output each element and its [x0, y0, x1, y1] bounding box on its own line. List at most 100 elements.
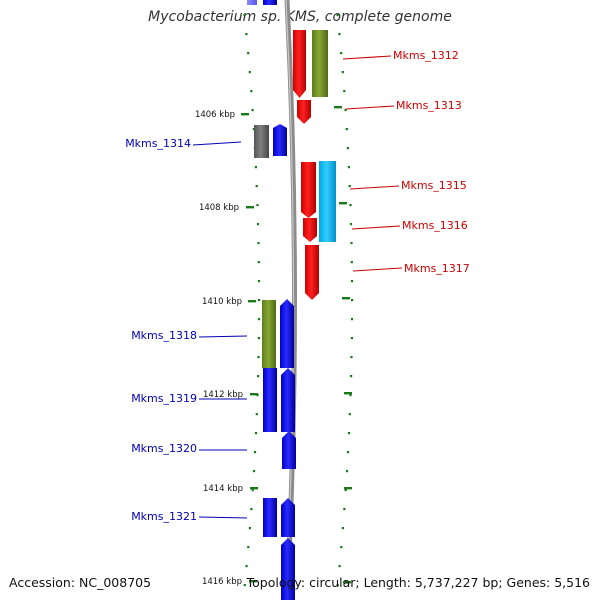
gene-Mkms_1321-blue-right[interactable] [281, 498, 295, 537]
tick-1408-left [246, 206, 254, 209]
tick-1416-right [343, 581, 351, 584]
minor-tick-dot-right [343, 508, 346, 511]
label-Mkms_1317[interactable]: Mkms_1317 [404, 262, 470, 275]
minor-tick-dot-right [349, 394, 352, 397]
tick-1412-right [344, 392, 352, 395]
minor-tick-dot-left [253, 451, 257, 454]
minor-tick-dot-right [350, 375, 353, 378]
leader-Mkms_1315 [349, 185, 400, 190]
genome-summary-text: Topology: circular; Length: 5,737,227 bp… [246, 575, 590, 590]
gene-Mkms_1315-red[interactable] [301, 162, 316, 218]
minor-tick-dot-right [350, 318, 354, 321]
tick-1406-right [334, 106, 342, 109]
scale-label-1410: 1410 kbp [202, 297, 242, 307]
scale-label-1416: 1416 kbp [202, 577, 242, 587]
gene-Mkms_1314-gray[interactable] [254, 125, 269, 158]
gene-partial-bottom-blue[interactable] [281, 538, 295, 600]
gene-Mkms_1312-red[interactable] [293, 30, 306, 98]
minor-tick-dot-right [349, 223, 353, 226]
minor-tick-dot-right [344, 489, 347, 492]
minor-tick-dot-left [245, 565, 248, 568]
gene-Mkms_1312-olive[interactable] [312, 30, 328, 97]
minor-tick-dot-right [345, 128, 348, 131]
accession-text: Accession: NC_008705 [9, 575, 152, 590]
tick-1410-left [248, 300, 256, 303]
minor-tick-dot-right [346, 147, 349, 150]
minor-tick-dot-left [257, 280, 261, 283]
minor-tick-dot-left [245, 33, 248, 36]
minor-tick-dot-left [257, 242, 260, 245]
minor-tick-dot-left [258, 299, 261, 302]
minor-tick-dot-left [251, 109, 254, 112]
minor-tick-dot-left [255, 185, 258, 188]
minor-tick-dot-right [350, 242, 353, 245]
minor-tick-dot-left [256, 204, 259, 207]
gene-Mkms_1316-red[interactable] [303, 218, 317, 242]
minor-tick-dot-right [336, 584, 339, 587]
minor-tick-dot-right [350, 280, 354, 283]
minor-tick-dot-right [345, 470, 349, 473]
scale-label-1412: 1412 kbp [203, 390, 243, 400]
leader-Mkms_1316 [351, 225, 401, 230]
minor-tick-dot-right [346, 451, 350, 454]
minor-tick-dot-left [252, 128, 255, 131]
tick-1408-right [339, 202, 347, 205]
minor-tick-dot-left [257, 356, 260, 359]
minor-tick-dot-right [341, 527, 344, 530]
tick-1414-right [344, 487, 352, 490]
tick-1410-right [342, 297, 350, 300]
leader-Mkms_1312 [342, 55, 392, 60]
minor-tick-dot-right [343, 90, 346, 93]
label-leaders [192, 55, 403, 519]
gene-Mkms_1320-blue[interactable] [282, 431, 296, 469]
gene-partial-top-left[interactable] [247, 0, 257, 5]
label-Mkms_1320[interactable]: Mkms_1320 [131, 442, 197, 455]
minor-tick-dot-right [348, 413, 351, 416]
gene-Mkms_1317-red[interactable] [305, 245, 319, 300]
minor-tick-dot-right [347, 166, 350, 169]
minor-tick-dot-left [254, 432, 258, 435]
scale-labels: 1406 kbp 1408 kbp 1410 kbp 1412 kbp 1414… [195, 110, 243, 587]
minor-tick-dot-left [254, 166, 257, 169]
leader-Mkms_1321 [198, 516, 248, 519]
scale-label-1406: 1406 kbp [195, 110, 235, 120]
tick-1406-left [241, 113, 249, 116]
gene-Mkms_1318-blue[interactable] [280, 299, 294, 368]
minor-tick-dot-left [247, 52, 250, 55]
minor-tick-dot-right [340, 52, 343, 55]
label-Mkms_1313[interactable]: Mkms_1313 [396, 99, 462, 112]
minor-tick-dot-right [350, 356, 353, 359]
minor-tick-dot-right [348, 185, 351, 188]
minor-tick-dot-left [257, 261, 260, 264]
minor-tick-dot-right [350, 337, 353, 340]
minor-tick-dot-right [344, 109, 347, 112]
minor-tick-dot-right [341, 71, 344, 74]
gene-Mkms_1316-cyan[interactable] [319, 161, 336, 242]
gene-partial-top-right[interactable] [263, 0, 277, 5]
gene-Mkms_1313-red[interactable] [297, 100, 311, 124]
gene-Mkms_1319-blue-right[interactable] [281, 368, 295, 432]
minor-tick-dot-right [338, 565, 341, 568]
gene-Mkms_1321-blue[interactable] [263, 498, 277, 537]
gene-Mkms_1318-olive[interactable] [262, 300, 276, 368]
minor-tick-dot-left [257, 375, 260, 378]
tick-1416-left [249, 580, 257, 583]
gene-Mkms_1319-blue[interactable] [263, 368, 277, 432]
label-Mkms_1314[interactable]: Mkms_1314 [125, 137, 191, 150]
minor-tick-dot-left [243, 14, 246, 17]
label-Mkms_1316[interactable]: Mkms_1316 [402, 219, 468, 232]
leader-Mkms_1314 [192, 141, 242, 146]
map-title: Mycobacterium sp. KMS, complete genome [148, 9, 452, 25]
label-Mkms_1318[interactable]: Mkms_1318 [131, 329, 197, 342]
label-Mkms_1321[interactable]: Mkms_1321 [131, 510, 197, 523]
minor-tick-dot-left [256, 223, 260, 226]
leader-Mkms_1317 [352, 267, 403, 272]
label-Mkms_1312[interactable]: Mkms_1312 [393, 49, 459, 62]
label-Mkms_1315[interactable]: Mkms_1315 [401, 179, 467, 192]
tick-1412-left [250, 393, 258, 396]
label-Mkms_1319[interactable]: Mkms_1319 [131, 392, 197, 405]
minor-tick-dots [243, 14, 354, 587]
minor-tick-dot-right [338, 33, 341, 36]
gene-Mkms_1314-blue[interactable] [273, 124, 287, 156]
